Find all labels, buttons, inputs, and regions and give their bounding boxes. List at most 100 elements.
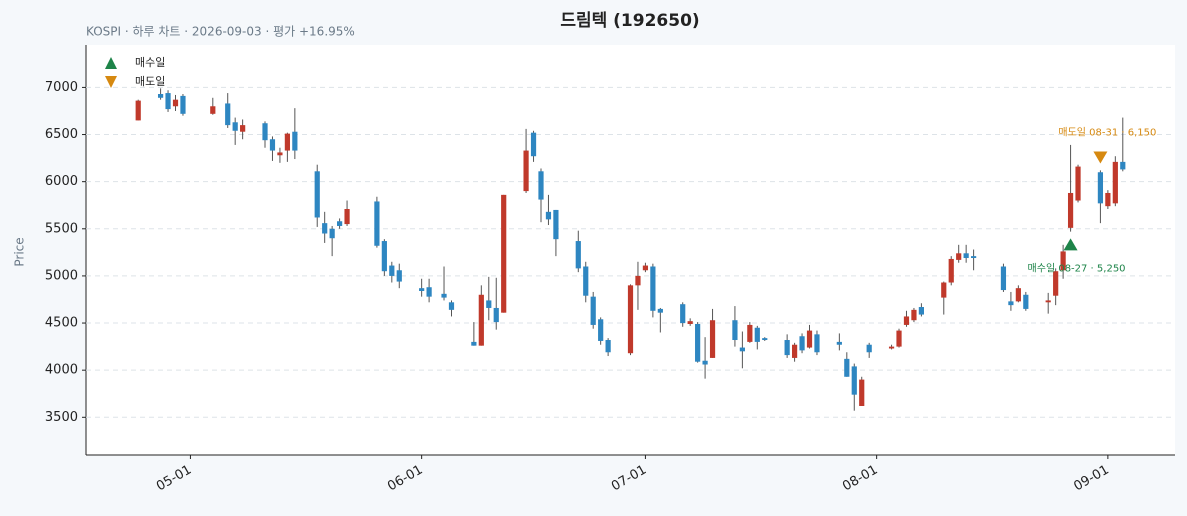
candle-body	[262, 123, 268, 141]
marker-annotation: 매수일 08-27 · 5,250	[1028, 262, 1126, 274]
candle-body	[448, 302, 455, 310]
candle-body	[426, 287, 432, 297]
candle-body	[1015, 288, 1021, 302]
y-tick-label: 3500	[45, 410, 78, 425]
candle-body	[1075, 166, 1081, 201]
candle-body	[269, 139, 276, 151]
trade-marker	[1093, 151, 1108, 164]
candle-body	[657, 308, 663, 313]
candle-body	[754, 327, 760, 342]
y-tick-label: 6000	[45, 174, 78, 189]
candle-body	[687, 321, 693, 324]
candle-body	[948, 258, 954, 283]
candle-body	[396, 270, 402, 282]
candle-body	[1000, 266, 1007, 291]
candle-body	[165, 93, 171, 110]
candle-body	[650, 266, 656, 311]
candle-body	[963, 253, 969, 259]
candle-body	[605, 340, 611, 353]
candle-body	[292, 131, 298, 151]
candle-body	[1067, 192, 1074, 228]
candle-body	[598, 319, 604, 341]
candle-body	[1105, 192, 1111, 207]
x-tick-label: 06-01	[385, 463, 425, 495]
chart-title: 드림텍 (192650)	[560, 11, 699, 31]
candle-body	[903, 316, 910, 325]
x-tick-label: 05-01	[154, 463, 194, 495]
candle-body	[538, 171, 544, 200]
candle-body	[545, 211, 552, 220]
y-tick-label: 4500	[45, 316, 78, 331]
candle-body	[971, 256, 977, 259]
chart-subtitle: KOSPI · 하루 차트 · 2026-09-03 · 평가 +16.95%	[86, 25, 355, 39]
candle-body	[478, 294, 484, 346]
candle-body	[210, 106, 216, 114]
candle-body	[575, 241, 581, 269]
x-tick-label: 08-01	[840, 463, 880, 495]
candle-body	[1045, 300, 1051, 303]
candle-body	[836, 341, 842, 345]
legend-swatch	[105, 76, 117, 88]
candle-body	[1008, 301, 1014, 306]
legend-swatch	[105, 57, 117, 69]
candle-body	[314, 171, 320, 218]
candle-body	[918, 307, 924, 315]
candle-body	[419, 288, 425, 291]
candle-body	[381, 241, 387, 272]
candle-body	[747, 324, 753, 342]
candle-body	[523, 150, 529, 192]
candle-body	[702, 360, 708, 365]
candle-body	[1060, 251, 1066, 271]
candle-body	[1097, 172, 1104, 204]
legend-label: 매수일	[135, 55, 165, 69]
candle-body	[784, 340, 790, 356]
candle-body	[277, 152, 283, 156]
candle-body	[911, 309, 917, 321]
candle-body	[180, 95, 186, 114]
candle-body	[225, 103, 231, 126]
y-tick-label: 5500	[45, 221, 78, 236]
trade-marker	[1063, 238, 1078, 251]
y-tick-label: 7000	[45, 80, 78, 95]
y-tick-label: 6500	[45, 127, 78, 142]
candle-body	[762, 338, 768, 341]
candle-body	[284, 133, 290, 151]
candle-body	[157, 94, 164, 98]
candle-body	[553, 209, 559, 240]
candle-body	[799, 336, 805, 351]
marker-annotation: 매도일 08-31 · 6,150	[1058, 127, 1156, 139]
candle-body	[941, 282, 947, 298]
candle-body	[851, 366, 857, 395]
candle-body	[1120, 161, 1126, 170]
candle-body	[866, 344, 872, 353]
candle-body	[680, 304, 686, 324]
candle-body	[486, 300, 492, 308]
x-tick-label: 07-01	[609, 463, 649, 495]
candle-body	[344, 209, 350, 225]
candle-body	[337, 221, 343, 226]
y-axis-label: Price	[13, 237, 27, 266]
plot-area	[86, 45, 1175, 455]
candle-body	[240, 125, 246, 132]
candle-body	[590, 296, 596, 325]
candle-body	[441, 293, 447, 298]
y-tick-label: 5000	[45, 268, 78, 283]
x-tick-label: 09-01	[1071, 463, 1111, 495]
legend-label: 매도일	[135, 74, 165, 88]
candle-body	[806, 330, 813, 348]
candle-body	[896, 330, 902, 347]
candle-body	[791, 344, 798, 358]
candle-body	[135, 100, 141, 121]
candle-body	[695, 323, 701, 362]
candle-body	[627, 285, 634, 354]
candle-body	[635, 275, 641, 286]
candle-body	[888, 346, 895, 349]
candle-body	[732, 320, 738, 341]
candle-body	[322, 223, 328, 234]
candle-body	[642, 265, 649, 271]
candle-body	[1053, 271, 1059, 296]
candle-body	[232, 122, 238, 131]
candle-body	[471, 341, 477, 346]
candle-body	[1112, 161, 1118, 204]
